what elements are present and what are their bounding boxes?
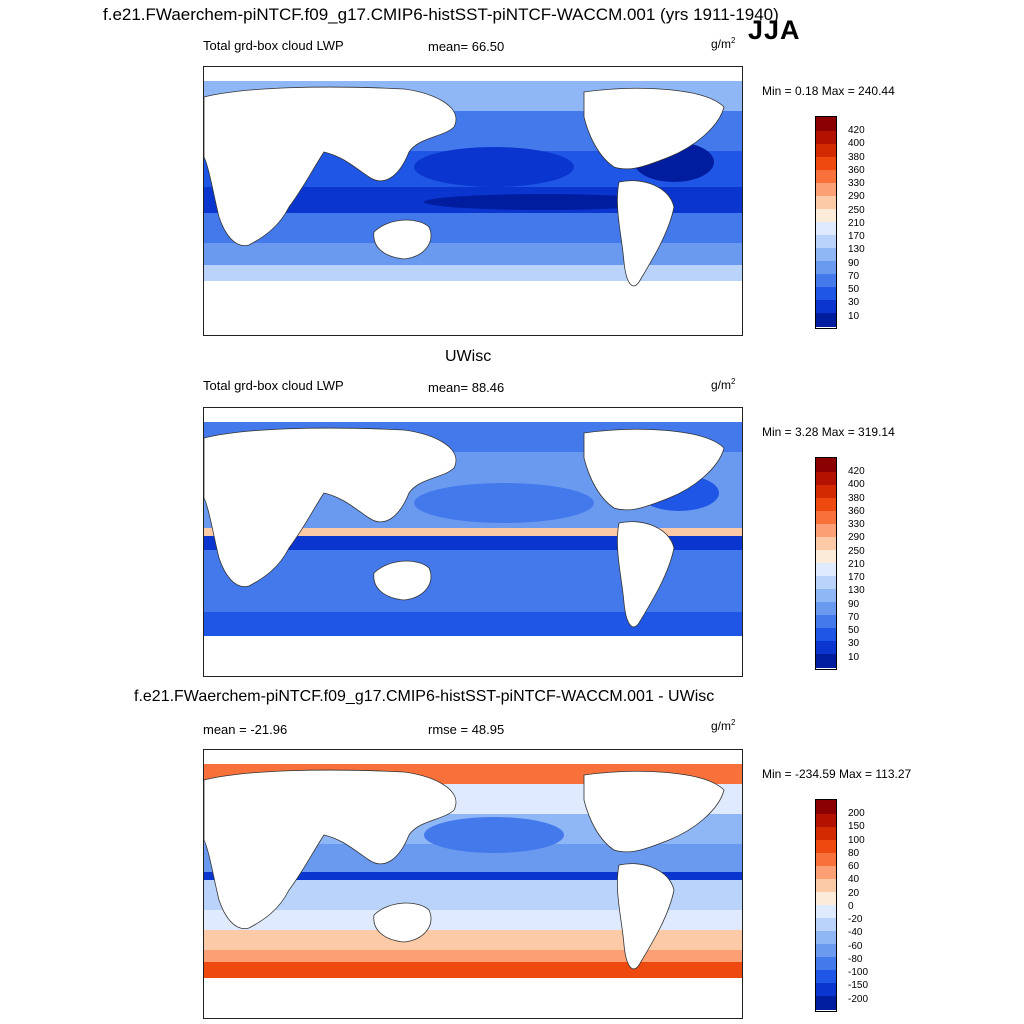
cb-label: 250 xyxy=(848,545,865,557)
panel3-map xyxy=(203,749,743,1019)
cb-label: 100 xyxy=(848,834,865,846)
cb-label: -60 xyxy=(848,940,863,952)
panel1-colorbar xyxy=(815,116,837,329)
cb-label: -100 xyxy=(848,967,869,978)
panel2-map-svg xyxy=(204,408,742,676)
cb-label: 250 xyxy=(848,204,865,216)
panel1-minmax: Min = 0.18 Max = 240.44 xyxy=(762,84,895,98)
cb-label: 170 xyxy=(848,231,865,242)
panel2-variable-label: Total grd-box cloud LWP xyxy=(203,378,344,393)
cb-label: 400 xyxy=(848,479,865,491)
panel2-mean-label: mean= 88.46 xyxy=(428,380,505,395)
cb-label: 290 xyxy=(848,191,865,203)
cb-label: -150 xyxy=(848,980,869,992)
cb-label: 290 xyxy=(848,532,865,544)
panel3-map-svg xyxy=(204,750,742,1018)
cb-label: 380 xyxy=(848,492,865,504)
panel1-map-svg xyxy=(204,67,742,335)
cb-label: 130 xyxy=(848,244,865,256)
cb-label: 70 xyxy=(848,270,860,282)
panel1-units: g/m2 xyxy=(711,36,736,51)
panel1-map xyxy=(203,66,743,336)
cb-label: 40 xyxy=(848,874,860,886)
cb-label: 90 xyxy=(848,257,860,269)
cb-label: 360 xyxy=(848,164,865,176)
cb-label: 60 xyxy=(848,861,860,872)
cb-label: 420 xyxy=(848,466,865,477)
cb-label: 210 xyxy=(848,558,865,570)
panel3-colorbar-labels: 200 150 100 80 60 40 20 0 -20 -40 -60 -8… xyxy=(848,807,868,1006)
panel1-mean-label: mean= 66.50 xyxy=(428,39,505,54)
cb-label: 80 xyxy=(848,847,860,859)
panel1-variable-label: Total grd-box cloud LWP xyxy=(203,38,344,53)
cb-label: -40 xyxy=(848,927,863,939)
panel3-minmax: Min = -234.59 Max = 113.27 xyxy=(762,767,912,781)
panel2-minmax: Min = 3.28 Max = 319.14 xyxy=(762,425,895,439)
figure-title: f.e21.FWaerchem-piNTCF.f09_g17.CMIP6-his… xyxy=(103,5,779,24)
cb-label: 10 xyxy=(848,310,860,322)
panel3-mean-label: mean = -21.96 xyxy=(203,722,288,737)
cb-label: -80 xyxy=(848,953,863,965)
cb-label: 210 xyxy=(848,217,865,229)
cb-label: 50 xyxy=(848,625,860,636)
cb-label: 0 xyxy=(848,900,854,912)
panel2-colorbar xyxy=(815,457,837,670)
panel2-title: UWisc xyxy=(445,348,492,365)
cb-label: -200 xyxy=(848,993,869,1005)
cb-label: 10 xyxy=(848,651,860,663)
panel2-units: g/m2 xyxy=(711,377,736,392)
cb-label: 400 xyxy=(848,138,865,150)
panel1-colorbar-labels: 420 400 380 360 330 290 250 210 170 130 … xyxy=(848,124,865,323)
cb-label: 360 xyxy=(848,505,865,517)
panel3-units: g/m2 xyxy=(711,718,736,733)
panel3-rmse-label: rmse = 48.95 xyxy=(428,722,505,737)
cb-label: 200 xyxy=(848,808,865,819)
cb-label: 30 xyxy=(848,638,860,650)
panel2-colorbar-labels: 420 400 380 360 330 290 250 210 170 130 … xyxy=(848,465,865,664)
cb-label: -20 xyxy=(848,914,863,925)
panel3-title: f.e21.FWaerchem-piNTCF.f09_g17.CMIP6-his… xyxy=(134,688,715,705)
cb-label: 380 xyxy=(848,151,865,163)
cb-label: 150 xyxy=(848,821,865,833)
cb-label: 170 xyxy=(848,572,865,583)
cb-label: 330 xyxy=(848,178,865,189)
cb-label: 20 xyxy=(848,887,860,899)
panel2-map xyxy=(203,407,743,677)
season-label: JJA xyxy=(748,15,801,45)
cb-label: 30 xyxy=(848,297,860,309)
panel3-colorbar xyxy=(815,799,837,1012)
cb-label: 50 xyxy=(848,284,860,295)
cb-label: 70 xyxy=(848,611,860,623)
cb-label: 420 xyxy=(848,125,865,136)
cb-label: 130 xyxy=(848,585,865,597)
cb-label: 330 xyxy=(848,519,865,530)
cb-label: 90 xyxy=(848,598,860,610)
